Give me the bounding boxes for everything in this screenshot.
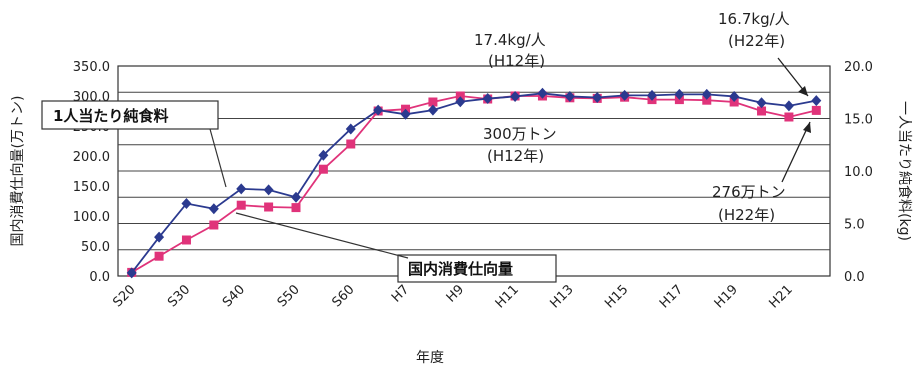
x-tick-label: H9 (444, 282, 467, 305)
data-point-per-capita (619, 89, 630, 101)
right-y-tick-label: 15.0 (844, 113, 873, 128)
data-point-per-capita (318, 149, 329, 161)
right-y-axis-title: 一人当たり純食料(kg) (896, 101, 913, 241)
right-y-tick-label: 5.0 (844, 218, 865, 233)
left-y-tick-label: 150.0 (73, 180, 110, 195)
annotation-h12-per-capita-year: (H12年) (488, 52, 545, 70)
data-point-consumption (209, 220, 219, 230)
right-y-tick-label: 20.0 (844, 60, 873, 75)
data-point-consumption (757, 106, 767, 116)
data-point-per-capita (427, 104, 438, 116)
data-point-consumption (811, 105, 821, 115)
x-tick-label: H19 (712, 282, 741, 311)
x-tick-label: H17 (657, 282, 686, 311)
left-y-tick-label: 200.0 (73, 150, 110, 165)
series1-label-leader (209, 128, 227, 188)
data-point-consumption (236, 200, 246, 210)
left-y-axis-title: 国内消費仕向量(万トン) (10, 96, 26, 247)
left-y-tick-label: 350.0 (73, 60, 110, 75)
data-point-per-capita (729, 90, 740, 102)
x-tick-label: S30 (165, 282, 193, 310)
data-point-per-capita (263, 184, 274, 196)
data-point-per-capita (783, 100, 794, 112)
data-point-per-capita (510, 90, 521, 102)
data-point-per-capita (811, 95, 822, 107)
data-point-per-capita (181, 198, 192, 210)
data-point-consumption (154, 251, 164, 261)
series2-label: 国内消費仕向量 (408, 260, 513, 278)
x-tick-label: S20 (110, 282, 138, 310)
data-point-consumption (784, 112, 794, 122)
x-tick-label: H11 (493, 282, 522, 311)
data-point-consumption (291, 203, 301, 213)
right-y-tick-label: 0.0 (844, 270, 865, 285)
x-tick-label: H7 (389, 282, 412, 305)
data-point-per-capita (236, 183, 247, 195)
annotation-h22-consumption: 276万トン (712, 183, 786, 201)
x-tick-label: S60 (329, 282, 357, 310)
x-axis-ticks: S20 S30 S40 S50 S60 H7 H9 H11 H13 H15 H17 H19 H21 (110, 282, 795, 311)
data-point-per-capita (537, 87, 548, 99)
x-tick-label: H15 (602, 282, 631, 311)
data-point-per-capita (400, 108, 411, 120)
data-point-per-capita (208, 203, 219, 215)
annotation-h12-per-capita: 17.4kg/人 (474, 31, 546, 49)
arrow-to-h22-consumption (781, 121, 811, 183)
data-point-per-capita (701, 88, 712, 100)
x-axis-title: 年度 (416, 350, 444, 366)
annotation-h22-per-capita: 16.7kg/人 (718, 10, 790, 28)
data-point-consumption (702, 95, 712, 105)
annotation-h12-consumption-year: (H12年) (487, 147, 544, 165)
annotation-h22-per-capita-year: (H22年) (728, 32, 785, 50)
data-point-per-capita (126, 267, 137, 279)
arrowhead-h22-per-capita (798, 86, 808, 96)
series-line-1 (131, 95, 817, 274)
x-tick-label: S50 (275, 282, 303, 310)
annotation-h22-consumption-year: (H22年) (718, 206, 775, 224)
data-point-per-capita (291, 191, 301, 203)
data-point-consumption (346, 139, 356, 149)
series1-label: 1人当たり純食料 (53, 107, 168, 125)
data-point-per-capita (373, 104, 384, 116)
data-point-per-capita (482, 93, 493, 105)
data-point-consumption (264, 202, 274, 212)
data-point-per-capita (154, 231, 165, 243)
data-point-consumption (455, 91, 465, 101)
series2-label-box (397, 254, 557, 283)
right-y-tick-label: 10.0 (844, 165, 873, 180)
data-point-per-capita (564, 90, 575, 102)
data-point-per-capita (674, 88, 685, 100)
data-point-consumption (428, 97, 438, 107)
right-y-axis-ticks: 0.0 5.0 10.0 15.0 20.0 (844, 60, 873, 285)
data-point-per-capita (345, 123, 356, 135)
data-point-consumption (729, 97, 739, 107)
left-y-tick-label: 100.0 (73, 210, 110, 225)
series1-label-box (41, 100, 219, 130)
series2-label-leader (235, 212, 409, 259)
x-tick-label: H21 (767, 282, 796, 311)
annotation-h12-consumption: 300万トン (483, 125, 557, 143)
series-layer (126, 87, 822, 279)
data-point-consumption (181, 235, 191, 245)
gridlines (118, 91, 830, 251)
data-point-per-capita (647, 89, 657, 101)
x-tick-label: H13 (547, 282, 576, 311)
arrowhead-h22-consumption (803, 122, 811, 133)
left-y-tick-label: 50.0 (81, 240, 110, 255)
left-y-tick-label: 0.0 (89, 270, 110, 285)
data-point-per-capita (756, 97, 767, 109)
x-tick-label: S40 (220, 282, 248, 310)
data-point-consumption (318, 164, 328, 174)
data-point-per-capita (455, 96, 466, 108)
data-point-per-capita (592, 92, 603, 103)
